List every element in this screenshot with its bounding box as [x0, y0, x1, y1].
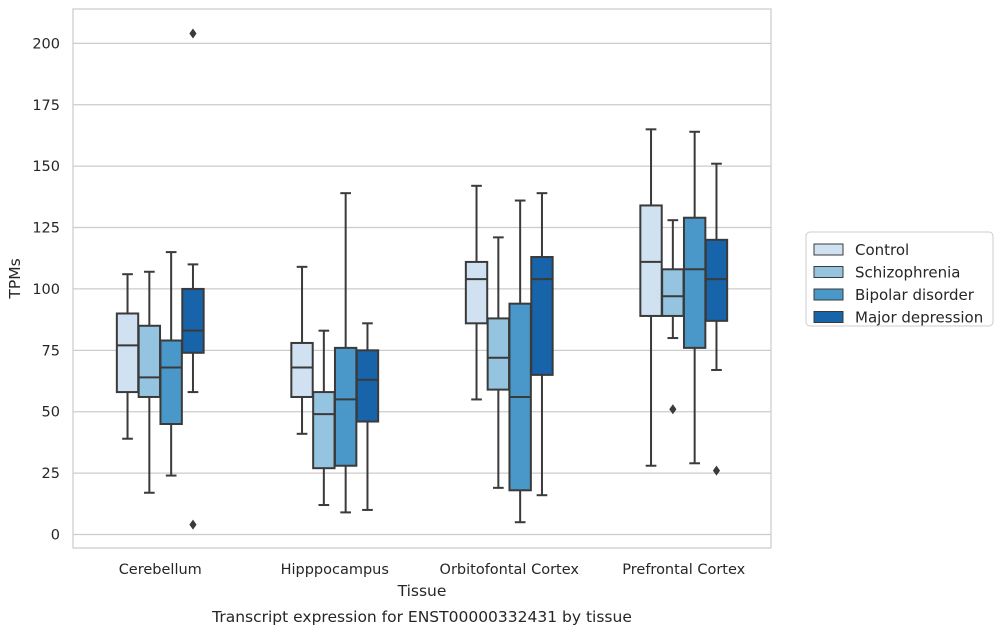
box-element — [530, 192, 554, 497]
box-series — [115, 28, 729, 530]
series-control — [115, 128, 663, 467]
box-iqr — [115, 312, 140, 394]
box-element — [333, 192, 358, 514]
x-axis-ticks: Cerebellum Hipppocampus Orbitofontal Corte… — [119, 562, 746, 578]
box-element — [661, 219, 685, 415]
series-major-depression — [181, 28, 729, 530]
box-element — [639, 128, 663, 467]
outlier-point — [712, 465, 721, 476]
chart-title: Transcript expression for ENST0000033243… — [211, 608, 632, 626]
x-tick-label: Orbitofontal Cortex — [440, 562, 580, 578]
box-iqr — [181, 287, 205, 354]
y-tick-label: 200 — [32, 36, 60, 52]
y-tick-label: 150 — [32, 159, 60, 175]
box-element — [181, 28, 205, 530]
y-axis-title: TPMs — [6, 258, 24, 299]
series-schizophrenia — [137, 219, 685, 507]
x-tick-label: Hipppocampus — [281, 562, 389, 578]
legend: Control Schizophrenia Bipolar disorder Majo… — [805, 231, 994, 327]
outlier-point — [669, 404, 677, 415]
legend-swatch — [813, 288, 844, 301]
y-axis-ticks: 0 25 50 75 100 125 150 175 200 — [32, 36, 60, 543]
box-element — [486, 236, 511, 489]
box-iqr — [290, 341, 314, 398]
box-iqr — [639, 204, 663, 317]
box-iqr — [137, 324, 162, 398]
box-element — [464, 184, 489, 401]
legend-label: Major depression — [855, 309, 983, 327]
series-bipolar-disorder — [159, 130, 707, 524]
box-iqr — [464, 260, 489, 325]
box-element — [508, 199, 532, 524]
legend-swatch — [813, 266, 844, 278]
box-iqr — [312, 391, 336, 470]
y-tick-label: 125 — [32, 221, 60, 237]
y-tick-label: 100 — [32, 282, 60, 298]
box-element — [682, 130, 707, 465]
box-iqr — [486, 317, 511, 391]
plot-area-frame — [72, 8, 772, 549]
legend-frame — [805, 231, 994, 327]
box-iqr — [333, 346, 358, 467]
x-tick-label: Cerebellum — [119, 562, 202, 578]
box-iqr — [159, 339, 183, 425]
legend-label: Bipolar disorder — [855, 286, 975, 304]
y-tick-label: 50 — [42, 405, 60, 421]
box-element — [312, 329, 336, 507]
y-tick-label: 75 — [42, 343, 60, 359]
box-element — [137, 270, 162, 494]
legend-label: Schizophrenia — [855, 264, 960, 282]
legend-swatch — [813, 243, 844, 256]
y-tick-label: 25 — [42, 466, 60, 482]
box-element — [704, 162, 729, 476]
outlier-point — [189, 519, 197, 530]
box-element — [115, 273, 140, 440]
box-element — [290, 265, 314, 435]
x-tick-label: Prefrontal Cortex — [622, 562, 745, 578]
y-tick-label: 0 — [51, 527, 60, 543]
y-tick-label: 175 — [32, 98, 60, 114]
legend-label: Control — [855, 241, 909, 259]
x-axis-title: Tissue — [397, 582, 447, 600]
box-iqr — [530, 256, 554, 376]
box-iqr — [704, 238, 729, 322]
box-element — [159, 251, 183, 477]
box-iqr — [661, 268, 685, 317]
outlier-point — [189, 28, 197, 39]
box-element — [355, 322, 380, 511]
legend-swatch — [813, 311, 844, 323]
box-iqr — [682, 216, 707, 349]
box-iqr — [355, 349, 380, 423]
